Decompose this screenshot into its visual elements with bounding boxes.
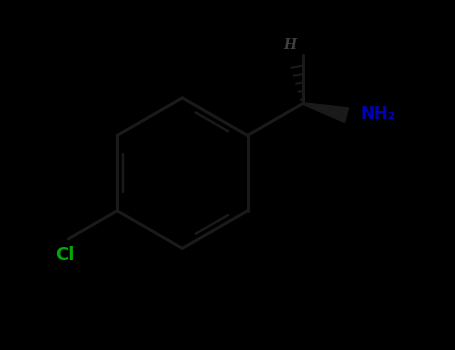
Text: Cl: Cl xyxy=(55,246,74,264)
Text: H: H xyxy=(283,38,297,52)
Polygon shape xyxy=(303,103,349,122)
Text: NH₂: NH₂ xyxy=(361,105,396,124)
